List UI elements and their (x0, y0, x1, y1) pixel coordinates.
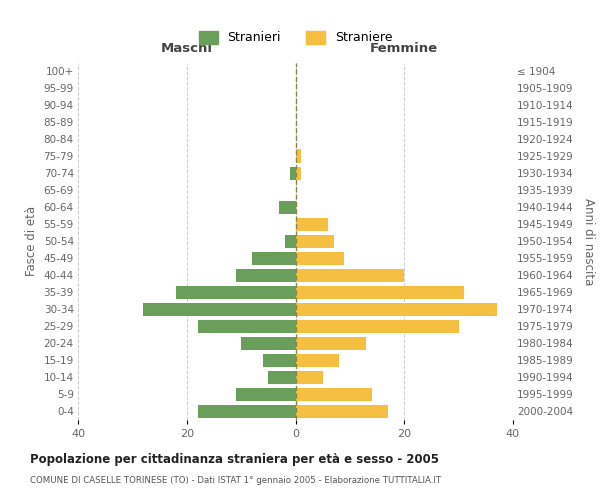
Bar (296, 234, 334, 248)
Bar (197, 320, 296, 333)
Bar (241, 337, 296, 350)
Y-axis label: Fasce di età: Fasce di età (25, 206, 38, 276)
Bar (296, 302, 497, 316)
Bar (296, 320, 458, 333)
Bar (143, 302, 296, 316)
Y-axis label: Anni di nascita: Anni di nascita (582, 198, 595, 285)
Text: Maschi: Maschi (161, 42, 213, 56)
Bar (252, 252, 296, 265)
Bar (279, 200, 296, 214)
Bar (296, 405, 388, 418)
Bar (176, 286, 296, 299)
Bar (268, 371, 296, 384)
Bar (284, 234, 296, 248)
Text: Popolazione per cittadinanza straniera per età e sesso - 2005: Popolazione per cittadinanza straniera p… (30, 452, 439, 466)
Bar (197, 405, 296, 418)
Bar (296, 388, 371, 401)
Bar (296, 337, 366, 350)
Bar (296, 286, 464, 299)
Bar (290, 166, 296, 180)
Bar (296, 166, 301, 180)
Bar (236, 388, 296, 401)
Bar (296, 150, 301, 163)
Bar (296, 371, 323, 384)
Bar (296, 354, 339, 367)
Text: Femmine: Femmine (370, 42, 439, 56)
Bar (263, 354, 296, 367)
Legend: Stranieri, Straniere: Stranieri, Straniere (194, 26, 397, 50)
Bar (236, 268, 296, 282)
Bar (296, 268, 404, 282)
Bar (296, 252, 344, 265)
Bar (296, 218, 328, 231)
Text: COMUNE DI CASELLE TORINESE (TO) - Dati ISTAT 1° gennaio 2005 - Elaborazione TUTT: COMUNE DI CASELLE TORINESE (TO) - Dati I… (30, 476, 441, 485)
